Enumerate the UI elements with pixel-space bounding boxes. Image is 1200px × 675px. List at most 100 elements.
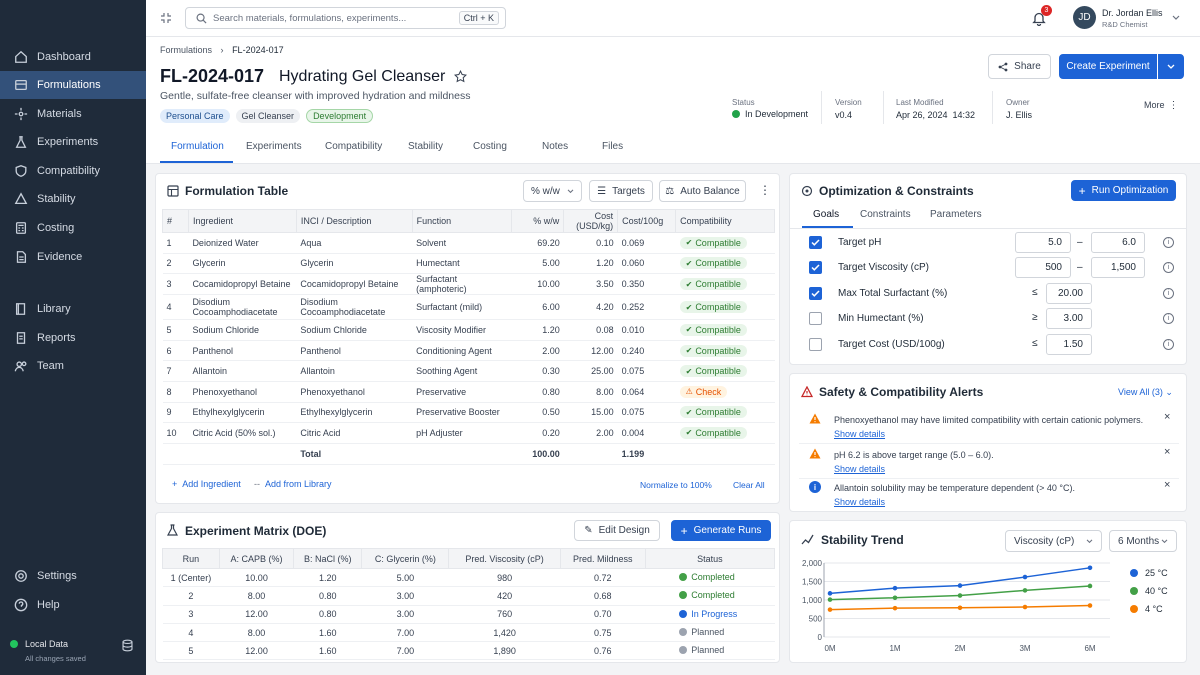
create-experiment-button[interactable]: Create Experiment <box>1059 54 1157 79</box>
show-details-link[interactable]: Show details <box>834 464 886 474</box>
alert-text: Allantoin solubility may be temperature … <box>834 483 1075 493</box>
info-icon[interactable]: i <box>1163 313 1174 324</box>
tab-notes[interactable]: Notes <box>542 141 569 152</box>
table-row[interactable]: 3 12.00 0.80 3.00 760 0.70 In Progress <box>162 605 775 624</box>
edit-design-button[interactable]: ✎ Edit Design <box>574 520 660 541</box>
sidebar-item-library[interactable]: Library <box>0 295 146 323</box>
create-options-button[interactable] <box>1158 54 1184 79</box>
goal-checkbox[interactable] <box>809 338 822 351</box>
goal-max-input[interactable]: 6.0 <box>1091 232 1145 253</box>
sidebar-item-costing[interactable]: Costing <box>0 214 146 242</box>
goal-min-input[interactable]: 5.0 <box>1015 232 1071 253</box>
chevron-down-icon[interactable] <box>1172 15 1180 21</box>
goal-label: Max Total Surfactant (%) <box>838 288 948 299</box>
table-row[interactable]: 5 Sodium Chloride Sodium Chloride Viscosity… <box>162 319 775 341</box>
table-row[interactable]: 1 (Center) 10.00 1.20 5.00 980 0.72 Completed <box>162 568 775 588</box>
breadcrumb-root[interactable]: Formulations <box>160 45 213 55</box>
table-cell: Preservative Booster <box>412 402 512 424</box>
info-icon[interactable]: i <box>1163 339 1174 350</box>
goal-max-input[interactable]: 1,500 <box>1091 257 1145 278</box>
show-details-link[interactable]: Show details <box>834 429 886 439</box>
info-icon[interactable]: i <box>1163 237 1174 248</box>
table-cell: 0.075 <box>617 360 676 382</box>
sidebar-item-stability[interactable]: Stability <box>0 185 146 213</box>
sidebar-item-materials[interactable]: Materials <box>0 100 146 128</box>
clear-all-link[interactable]: Clear All <box>733 480 765 490</box>
sidebar-item-experiments[interactable]: Experiments <box>0 128 146 156</box>
sidebar-item-evidence[interactable]: Evidence <box>0 243 146 271</box>
collapse-icon[interactable] <box>160 12 172 24</box>
goal-checkbox[interactable] <box>809 287 822 300</box>
version-label: Version <box>835 98 862 107</box>
goal-checkbox[interactable] <box>809 261 822 274</box>
sidebar-item-compatibility[interactable]: Compatibility <box>0 157 146 185</box>
goal-min-input[interactable]: 500 <box>1015 257 1071 278</box>
goal-value-input[interactable]: 1.50 <box>1046 334 1092 355</box>
info-icon[interactable]: i <box>1163 288 1174 299</box>
normalize-link[interactable]: Normalize to 100% <box>640 480 712 490</box>
share-button[interactable]: Share <box>988 54 1051 79</box>
table-row[interactable]: 3 Cocamidopropyl Betaine Cocamidopropyl Be… <box>162 273 775 296</box>
tab-stability[interactable]: Stability <box>408 141 444 152</box>
table-row[interactable]: 1 Deionized Water Aqua Solvent 69.20 0.10 0.06… <box>162 232 775 254</box>
bell-icon[interactable] <box>1032 11 1046 26</box>
tab-costing[interactable]: Costing <box>473 141 507 152</box>
table-row[interactable]: 4 8.00 1.60 7.00 1,420 0.75 Planned <box>162 623 775 643</box>
table-row[interactable]: 8 Phenoxyethanol Phenoxyethanol Preservativ… <box>162 381 775 403</box>
sidebar-item-formulations[interactable]: Formulations <box>0 71 146 99</box>
formulation-table: # Ingredient INCI / Description Function% w… <box>162 209 775 465</box>
tab-experiments[interactable]: Experiments <box>246 141 302 152</box>
sidebar-item-reports[interactable]: Reports <box>0 324 146 352</box>
goal-checkbox[interactable] <box>809 236 822 249</box>
table-row[interactable]: 7 Allantoin Allantoin Soothing Agent 0.30 25.… <box>162 360 775 382</box>
goal-value-input[interactable]: 3.00 <box>1046 308 1092 329</box>
database-icon[interactable] <box>121 639 134 652</box>
cell-value: 0.075 <box>621 407 645 418</box>
unit-select[interactable]: % w/w <box>523 180 582 202</box>
table-row[interactable]: 6 Panthenol Panthenol Conditioning Agent 2.0… <box>162 340 775 362</box>
table-row[interactable]: 10 Citric Acid (50% sol.) Citric Acid pH Ad… <box>162 422 775 444</box>
table-row[interactable]: 2 8.00 0.80 3.00 420 0.68 Completed <box>162 586 775 606</box>
table-row[interactable]: 5 12.00 1.60 7.00 1,890 0.76 Planned <box>162 641 775 661</box>
auto-balance-button[interactable]: ⚖ Auto Balance <box>659 180 746 202</box>
tab-goals[interactable]: Goals <box>813 209 840 220</box>
show-details-link[interactable]: Show details <box>834 497 886 507</box>
table-cell: Citric Acid <box>296 422 413 444</box>
sidebar-item-team[interactable]: Team <box>0 352 146 380</box>
tab-compatibility[interactable]: Compatibility <box>325 141 383 152</box>
table-row[interactable]: 9 Ethylhexylglycerin Ethylhexylglycerin Pre… <box>162 402 775 424</box>
table-cell: 4.20 <box>563 294 618 321</box>
search-bar[interactable]: Search materials, formulations, experime… <box>185 7 506 29</box>
more-vertical-icon[interactable]: ⋮ <box>759 183 771 197</box>
close-icon[interactable]: × <box>1164 446 1171 458</box>
close-icon[interactable]: × <box>1164 411 1171 423</box>
table-row[interactable]: 4 Disodium Cocoamphodiacetate Disodium Coc… <box>162 294 775 321</box>
goal-value-input[interactable]: 20.00 <box>1046 283 1092 304</box>
view-all-link[interactable]: View All (3) ⌄ <box>1118 387 1173 398</box>
more-menu[interactable]: More ⋮ <box>1144 100 1179 111</box>
table-row[interactable]: 2 Glycerin Glycerin Humectant 5.00 1.20 0.060 ✔… <box>162 253 775 275</box>
avatar[interactable]: JD <box>1073 6 1096 29</box>
info-icon[interactable]: i <box>1163 262 1174 273</box>
close-icon[interactable]: × <box>1164 479 1171 491</box>
metric-select[interactable]: Viscosity (cP) <box>1005 530 1102 552</box>
sidebar-item-dashboard[interactable]: Dashboard <box>0 43 146 71</box>
plus-icon: + <box>1078 183 1086 198</box>
tab-parameters[interactable]: Parameters <box>930 209 982 220</box>
tab-formulation[interactable]: Formulation <box>171 141 224 152</box>
add-ingredient-link[interactable]: + Add Ingredient <box>172 479 241 489</box>
search-input[interactable]: Search materials, formulations, experime… <box>213 13 407 24</box>
tab-constraints[interactable]: Constraints <box>860 209 911 220</box>
targets-button[interactable]: ☰ Targets <box>589 180 653 202</box>
goal-checkbox[interactable] <box>809 312 822 325</box>
y-tick-label: 2,000 <box>802 559 823 568</box>
star-icon[interactable] <box>454 70 467 83</box>
sidebar-item-settings[interactable]: Settings <box>0 562 146 590</box>
add-from-library-link[interactable]: -- Add from Library <box>254 479 332 489</box>
view-all-label: View All (3) <box>1118 387 1163 397</box>
generate-runs-button[interactable]: + Generate Runs <box>671 520 771 541</box>
range-select[interactable]: 6 Months <box>1109 530 1177 552</box>
tab-files[interactable]: Files <box>602 141 624 152</box>
run-optimization-button[interactable]: + Run Optimization <box>1071 180 1176 201</box>
sidebar-item-help[interactable]: Help <box>0 591 146 619</box>
